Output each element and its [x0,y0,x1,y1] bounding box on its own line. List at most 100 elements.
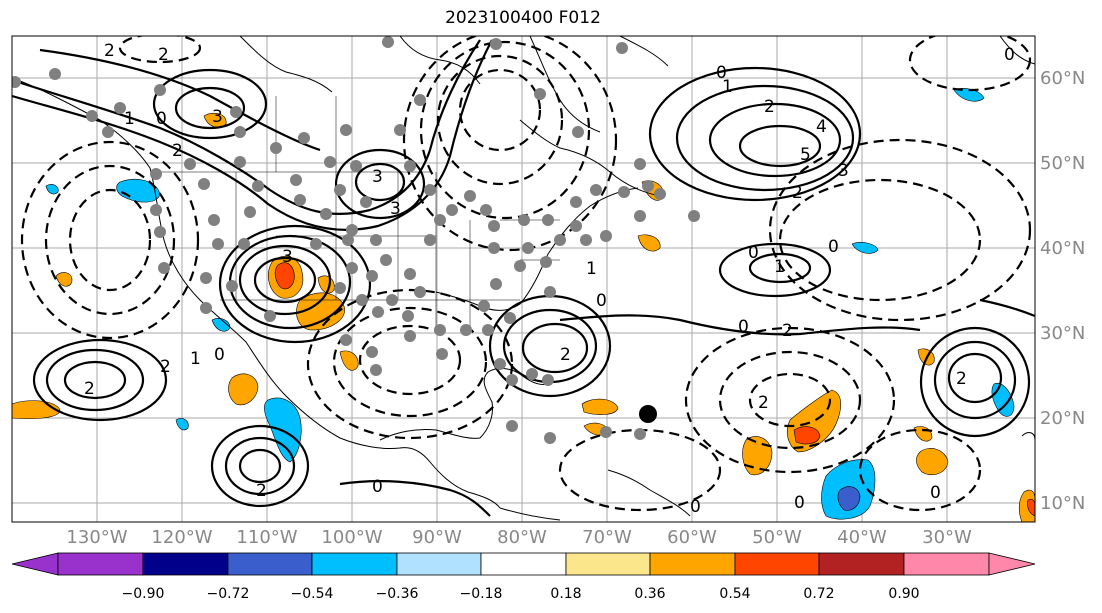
lon-label: 40°W [837,527,887,548]
colorbar-segment [480,552,567,576]
high-contour-natl-b [708,102,842,178]
jet-contour-1 [12,39,481,216]
political-borders [150,96,560,330]
lon-label: 120°W [151,527,212,548]
lat-label: 40°N [1040,238,1085,259]
low-contour-mid-c [684,326,896,474]
low-contour-nw-a [118,36,202,64]
colorbar-tick: −0.18 [460,586,503,602]
contour-label: 2 [758,393,769,413]
high-contour-mid-b [718,242,832,298]
contour-label: 2 [782,321,793,341]
colorbar-tick: 0.72 [803,586,834,602]
low-contour-gulf-b [332,306,488,418]
lon-label: 60°W [667,527,717,548]
contour-label: 2 [172,141,183,161]
colorbar-tick: 0.18 [550,586,581,602]
contour-0-east2 [979,298,1035,318]
colorbar-segment [227,552,313,576]
colorbar-segment [311,552,398,576]
low-contour-ne2-b [768,138,1032,322]
colorbar-tick: 0.36 [634,586,665,602]
solid-contours [12,39,1035,517]
contour-label: 1 [774,257,785,277]
contour-label: 1 [586,259,597,279]
colorbar-segment [903,552,990,576]
high-contour-sw-d [218,224,372,344]
low-contour-sw-c [20,140,200,340]
lon-label: 50°W [752,527,802,548]
colorbar-segment [734,552,820,576]
contour-label: 0 [828,237,839,257]
colorbar-extend-low [11,552,59,576]
contour-label: 0 [748,243,759,263]
contour-label: 0 [738,317,749,337]
colorbar-tick: −0.90 [122,586,165,602]
high-contour-pac-c [32,338,168,422]
contour-label: 0 [1004,45,1015,65]
contour-label: 4 [816,117,827,137]
high-contour-pac2-a [238,448,282,484]
contour-label: 3 [282,247,293,267]
high-contour-canada-a [354,162,406,202]
red-patch-africa [1027,498,1035,517]
low-contour-sa [858,428,982,512]
lon-label: 90°W [412,527,462,548]
high-contour-sw-a [253,256,317,304]
high-contour-natl-d [648,66,862,202]
colorbar-extend-high [988,552,1036,576]
lon-label: 130°W [66,527,127,548]
colorbar-tick: −0.72 [207,586,250,602]
colorbar-segment [565,552,651,576]
lat-label: 60°N [1040,68,1085,89]
map-border [11,35,1036,523]
colorbar-segment [57,552,144,576]
high-contour-sw-b [238,244,332,316]
blue-patch-hawaii [175,418,189,431]
contour-label: 3 [212,107,223,127]
dashed-contours [20,36,1032,512]
low-contour-gulf-c [306,288,514,440]
jet-contour-2 [12,39,493,231]
low-contour-gulf-a [358,324,462,396]
contour-label: 0 [716,63,727,83]
high-contour-pac-b [45,348,145,412]
longitude-labels: 130°W 120°W 110°W 100°W 90°W 80°W 70°W 6… [66,527,972,548]
lon-label: 30°W [922,527,972,548]
high-contour-pac2-c [210,424,310,508]
colorbar-segment [818,552,905,576]
high-contour-canada-b [334,148,426,220]
map-panel: 2 2 3 0 1 2 3 3 3 0 1 2 4 5 3 2 0 0 1 0 … [12,36,1035,522]
low-contour-sw-a [68,188,152,292]
contour-label: 0 [214,345,225,365]
lat-label: 20°N [1040,408,1085,429]
contour-label: 2 [792,183,803,203]
contour-label: 0 [690,497,701,517]
colorbar-ticks: −0.90 −0.72 −0.54 −0.36 −0.18 0.18 0.36 … [122,586,920,602]
contour-label: 2 [84,379,95,399]
lat-label: 50°N [1040,153,1085,174]
contour-label: 2 [560,345,571,365]
lon-label: 110°W [236,527,297,548]
contour-label: 2 [160,357,171,377]
red-patch-atlantic [793,426,821,445]
orange-patch-west-pacific [55,272,73,287]
low-contour-ne-c [419,40,591,220]
high-contour-mid-a [748,252,812,284]
blue-patch-south-atlantic [851,242,879,254]
colorbar-segment [142,552,229,576]
high-contour-pac-a [63,360,127,400]
lat-label: 30°N [1040,323,1085,344]
contour-label: 0 [930,483,941,503]
high-contour-east-c [919,326,1031,438]
orange-patch-mexico [228,373,259,406]
colorbar-tick: 0.90 [888,586,919,602]
colorbar-tick: 0.54 [719,586,750,602]
contour-label: 2 [158,45,169,65]
latitude-labels: 60°N 50°N 40°N 30°N 20°N 10°N [1040,68,1085,514]
low-contour-ne-b [436,54,564,186]
contour-label: 2 [956,369,967,389]
orange-patch-east-atlantic [916,448,949,475]
colorbar-segment [649,552,736,576]
high-contour-pac2-b [224,436,296,496]
